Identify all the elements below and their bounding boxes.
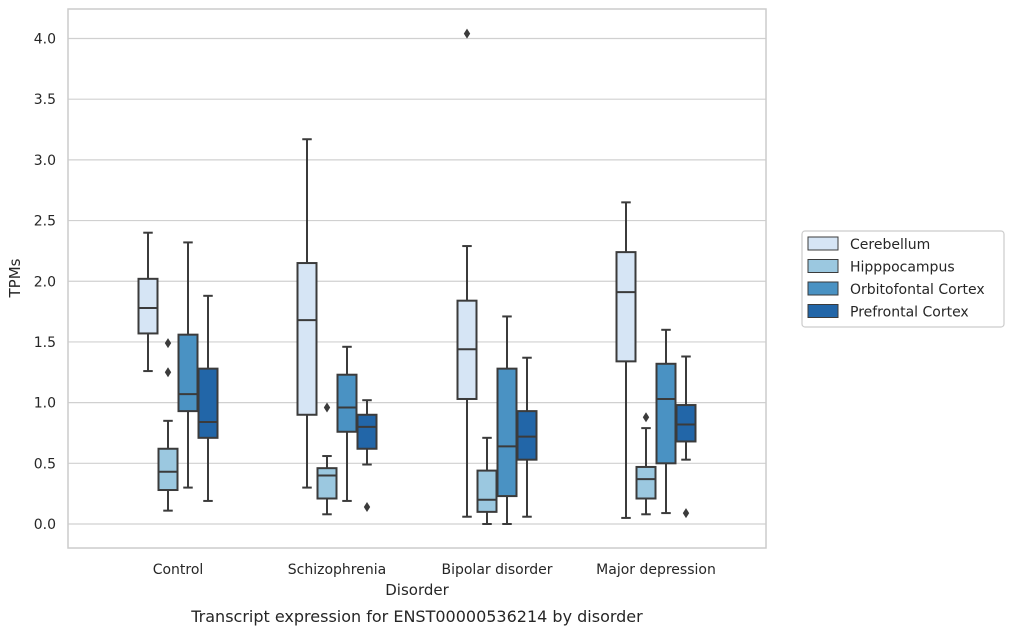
box-iqr bbox=[615, 251, 637, 363]
y-tick-label: 1.5 bbox=[34, 335, 56, 351]
outlier-point bbox=[642, 412, 650, 423]
box-prefrontal-cortex-1 bbox=[356, 399, 378, 513]
box-iqr bbox=[635, 465, 657, 500]
legend-swatch bbox=[807, 259, 839, 273]
y-tick-label: 2.5 bbox=[34, 214, 56, 230]
legend-label: Hipppocampus bbox=[850, 260, 955, 276]
y-axis-label: TPMs bbox=[6, 258, 24, 298]
box-iqr bbox=[197, 367, 219, 439]
box-iqr bbox=[296, 262, 318, 416]
legend-label: Prefrontal Cortex bbox=[850, 305, 969, 321]
outlier-point bbox=[363, 502, 371, 513]
box-iqr bbox=[655, 362, 677, 465]
outlier-point bbox=[463, 28, 471, 39]
box-hipppocampus-2 bbox=[476, 436, 498, 525]
box-iqr bbox=[356, 413, 378, 450]
box-prefrontal-cortex-2 bbox=[516, 356, 538, 518]
x-tick-label: Bipolar disorder bbox=[441, 562, 552, 578]
box-hipppocampus-3 bbox=[635, 412, 657, 516]
box-iqr bbox=[316, 467, 338, 500]
y-tick-label: 3.0 bbox=[34, 153, 56, 169]
outlier-point bbox=[164, 338, 172, 349]
y-tick-label: 1.0 bbox=[34, 396, 56, 412]
box-orbitofontal-cortex-3 bbox=[655, 328, 677, 515]
x-tick-label: Major depression bbox=[596, 562, 716, 578]
box-groups bbox=[137, 28, 697, 525]
box-iqr bbox=[177, 333, 199, 413]
legend-swatch bbox=[807, 236, 839, 251]
box-prefrontal-cortex-0 bbox=[197, 294, 219, 502]
y-tick-label: 4.0 bbox=[34, 32, 56, 48]
x-tick-labels: Control Schizophrenia Bipolar disorder Majo… bbox=[153, 562, 716, 578]
box-iqr bbox=[516, 410, 538, 461]
box-hipppocampus-1 bbox=[316, 402, 338, 516]
box-hipppocampus-0 bbox=[157, 338, 179, 512]
outlier-point bbox=[164, 367, 172, 378]
outlier-point bbox=[682, 508, 690, 519]
legend-label: Cerebellum bbox=[850, 237, 930, 253]
box-orbitofontal-cortex-2 bbox=[496, 315, 518, 525]
box-cerebellum-2 bbox=[456, 28, 478, 518]
box-cerebellum-3 bbox=[615, 201, 637, 519]
box-iqr bbox=[157, 447, 179, 492]
box-orbitofontal-cortex-1 bbox=[336, 345, 358, 502]
legend-frame bbox=[801, 230, 1005, 328]
x-tick-label: Control bbox=[153, 562, 204, 578]
x-axis-label: Disorder bbox=[385, 581, 449, 599]
plot-frame bbox=[67, 8, 767, 549]
chart-caption: Transcript expression for ENST0000053621… bbox=[190, 607, 643, 626]
y-tick-labels: 0.0 0.5 1.0 1.5 2.0 2.5 3.0 3.5 4.0 bbox=[34, 32, 56, 534]
box-prefrontal-cortex-3 bbox=[675, 355, 697, 519]
box-iqr bbox=[137, 277, 159, 335]
box-iqr bbox=[336, 373, 358, 433]
legend: Cerebellum Hipppocampus Orbitofontal Corte… bbox=[801, 230, 1005, 328]
outlier-point bbox=[323, 402, 331, 413]
box-cerebellum-1 bbox=[296, 138, 318, 489]
y-tick-label: 0.5 bbox=[34, 456, 56, 472]
legend-label: Orbitofontal Cortex bbox=[850, 282, 985, 298]
box-iqr bbox=[496, 367, 518, 498]
y-tick-label: 3.5 bbox=[34, 92, 56, 108]
y-tick-label: 0.0 bbox=[34, 517, 56, 533]
box-orbitofontal-cortex-0 bbox=[177, 241, 199, 489]
x-tick-label: Schizophrenia bbox=[288, 562, 386, 578]
box-iqr bbox=[476, 469, 498, 513]
box-iqr bbox=[675, 404, 697, 443]
box-cerebellum-0 bbox=[137, 231, 159, 373]
legend-swatch bbox=[807, 304, 839, 318]
legend-swatch bbox=[807, 281, 839, 296]
y-tick-label: 2.0 bbox=[34, 274, 56, 290]
